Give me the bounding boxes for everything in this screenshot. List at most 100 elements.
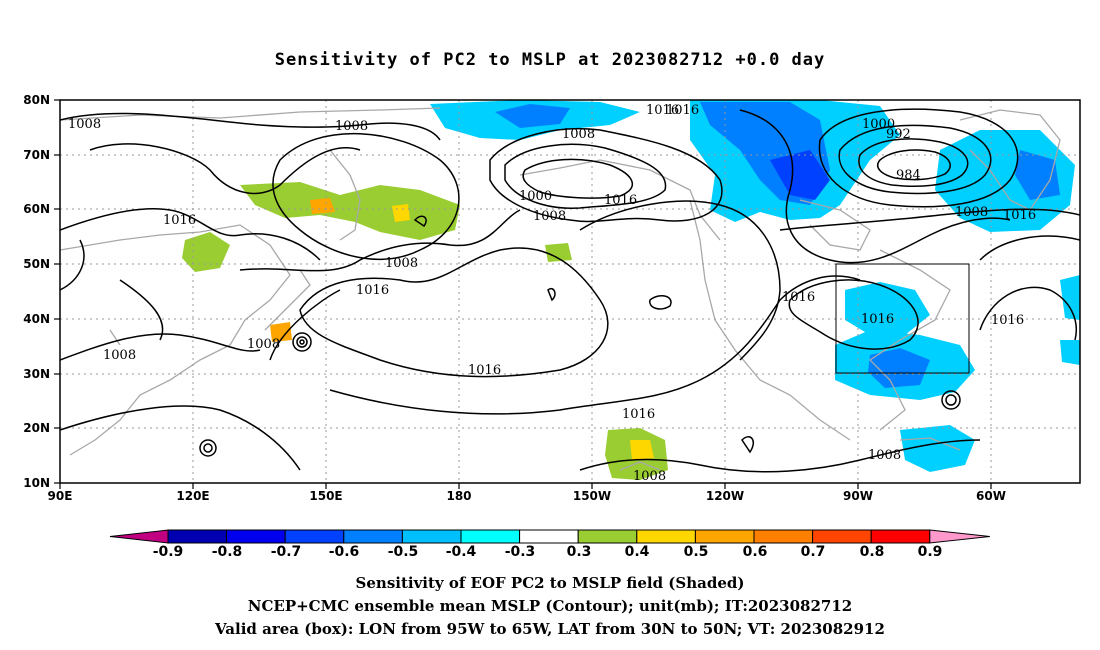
low-center-atl — [941, 390, 961, 410]
lon-label: 120W — [706, 489, 744, 503]
contour-1000-bering — [504, 143, 667, 209]
lon-label: 150E — [309, 489, 342, 503]
tick-marks — [54, 99, 992, 489]
lat-label: 20N — [23, 421, 50, 435]
lon-label: 90E — [48, 489, 73, 503]
contour-labels: 1008 1008 1016 1008 1008 1016 1008 1016 … — [68, 103, 1036, 484]
lat-axis: 80N 70N 60N 50N 40N 30N 20N 10N — [23, 93, 50, 490]
coast-alaska — [519, 159, 721, 241]
colorbar-swatch — [694, 529, 755, 544]
negative-area-useast — [845, 282, 930, 335]
negative-area-caribbean — [900, 425, 975, 472]
contour-label: 1016 — [622, 407, 655, 422]
lon-label: 150W — [573, 489, 611, 503]
contour-1016-us — [788, 279, 919, 350]
colorbar-swatch — [812, 529, 872, 544]
shaded-sensitivity — [182, 100, 1080, 480]
negative-area-east-edge2 — [1060, 340, 1080, 365]
contour-label: 1008 — [247, 337, 280, 352]
contour-label: 1008 — [385, 256, 418, 271]
coastlines — [60, 107, 1061, 471]
lon-label: 90W — [843, 489, 873, 503]
positive-area-aleutian — [545, 243, 572, 262]
colorbar-label: 0.4 — [625, 544, 650, 560]
colorbar-swatch — [870, 529, 931, 544]
positive-area-kamchatka-core — [310, 198, 335, 214]
contour-1008-tropics — [60, 405, 981, 473]
contour-984-icelandic — [876, 149, 951, 181]
colorbar-swatch — [284, 529, 345, 544]
contour-label: 1008 — [68, 117, 101, 132]
lon-axis: 90E 120E 150E 180 150W 120W 90W 60W — [48, 489, 1006, 503]
contour-1008-nw-pacific — [239, 209, 521, 272]
plot-frame — [59, 99, 1081, 484]
footer-line-shaded: Sensitivity of EOF PC2 to MSLP field (Sh… — [355, 574, 745, 592]
footer-line-valid-area: Valid area (box): LON from 95W to 65W, L… — [215, 620, 885, 638]
colorbar-swatch — [577, 529, 638, 544]
contour-label: 1016 — [782, 290, 815, 305]
coast-na-east — [868, 249, 951, 431]
colorbar-swatch — [226, 529, 286, 544]
colorbar-label: 0.5 — [684, 544, 709, 560]
contour-1016-hudson — [739, 109, 1011, 264]
colorbar-swatch — [343, 529, 403, 544]
contour-label: 992 — [886, 127, 911, 142]
contour-1016-na-west — [579, 200, 781, 361]
contour-1008-sw-pacific — [60, 333, 261, 361]
mslp-contours — [60, 108, 1080, 473]
contour-label: 1008 — [335, 119, 368, 134]
contour-992-icelandic — [838, 124, 992, 195]
contour-label: 1016 — [646, 103, 679, 118]
contour-label: 1008 — [533, 209, 566, 224]
contour-label: 1008 — [103, 348, 136, 363]
contour-label: 984 — [896, 168, 921, 183]
lon-label: 60W — [976, 489, 1006, 503]
colorbar-label: -0.6 — [329, 544, 360, 560]
contour-label: 1000 — [519, 189, 552, 204]
footer-line-contour: NCEP+CMC ensemble mean MSLP (Contour); u… — [247, 597, 853, 615]
colorbar-label: -0.5 — [388, 544, 419, 560]
colorbar-label: -0.4 — [446, 544, 477, 560]
contour-label: 1008 — [955, 205, 988, 220]
contour-988-icelandic — [858, 138, 969, 187]
contour-label: 1008 — [562, 127, 595, 142]
low-center-wpac — [292, 332, 312, 352]
coast-arctic-siberia — [60, 107, 441, 121]
colorbar-swatch — [460, 529, 521, 544]
grid-lines — [60, 100, 1080, 483]
contour-1016-aleutian-loop — [272, 133, 460, 261]
coast-asia — [60, 224, 291, 456]
contour-islands-small — [413, 215, 754, 454]
lat-label: 40N — [23, 312, 50, 326]
contour-1008-atlantic — [779, 208, 1080, 231]
contour-label: 1008 — [868, 448, 901, 463]
contour-1000-icelandic — [818, 108, 1019, 208]
contour-label: 1016 — [861, 312, 894, 327]
contour-996-bering — [522, 158, 633, 199]
low-center-scs — [199, 439, 217, 457]
positive-area-asia — [182, 232, 230, 272]
contour-label: 1016 — [468, 363, 501, 378]
negative-area-atlantic-core — [1015, 150, 1060, 200]
contour-label: 1016 — [666, 103, 699, 118]
colorbar-label: 0.8 — [860, 544, 885, 560]
contour-1008-asia-inner — [89, 143, 361, 195]
colorbar-label: -0.9 — [153, 544, 184, 560]
colorbar-swatch — [519, 529, 579, 544]
coast-japan — [264, 269, 311, 331]
lat-label: 30N — [23, 367, 50, 381]
lat-label: 80N — [23, 93, 50, 107]
map-title: Sensitivity of PC2 to MSLP at 2023082712… — [274, 50, 826, 70]
coast-greenland — [959, 109, 1061, 211]
lon-label: 180 — [446, 489, 471, 503]
negative-area-canada-inner — [770, 150, 830, 200]
negative-area-east-edge — [1060, 275, 1080, 320]
coast-hudson — [799, 199, 871, 251]
colorbar-swatch — [167, 529, 228, 544]
color-bar — [109, 529, 990, 544]
lat-label: 60N — [23, 202, 50, 216]
lat-label: 70N — [23, 148, 50, 162]
low-center-scs-inner — [203, 443, 213, 453]
coast-na-west — [689, 199, 851, 441]
